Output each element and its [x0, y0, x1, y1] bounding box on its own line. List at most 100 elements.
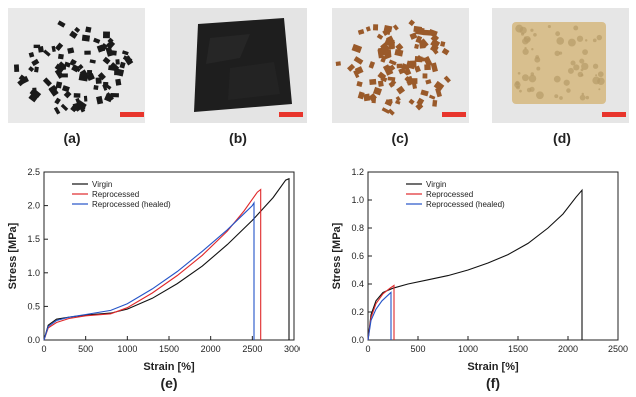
- granule: [368, 61, 376, 69]
- granule: [43, 49, 51, 57]
- granule: [419, 57, 425, 62]
- panel-label-a: (a): [63, 130, 81, 146]
- granule: [377, 80, 384, 87]
- y-tick-label: 0.0: [351, 335, 364, 345]
- photo-c-image: [332, 8, 469, 123]
- granule: [58, 61, 66, 69]
- pore: [566, 88, 571, 93]
- chart-f: 0 500 1000 1500 2000 2500 0.0 0.2 0.4 0.6 0.8 1.0 1.…: [331, 167, 628, 391]
- pore: [598, 88, 601, 91]
- pore: [580, 68, 584, 72]
- granule: [93, 37, 101, 44]
- granule: [369, 78, 377, 85]
- x-axis-label: Strain [%]: [143, 361, 195, 373]
- granule: [31, 58, 40, 67]
- granule: [363, 93, 371, 102]
- granule: [372, 24, 379, 31]
- pore: [563, 79, 570, 86]
- pore: [579, 94, 586, 101]
- pore: [553, 75, 561, 83]
- legend-label: Reprocessed: [426, 190, 473, 199]
- pore: [519, 89, 522, 93]
- granule: [388, 59, 397, 66]
- granule: [61, 73, 68, 78]
- granule: [414, 43, 420, 49]
- granule: [395, 100, 401, 105]
- granule: [398, 67, 406, 75]
- granule: [96, 95, 104, 105]
- panel-label-d: (d): [553, 130, 571, 146]
- granule: [428, 94, 436, 100]
- granule: [430, 34, 440, 43]
- pore: [519, 26, 527, 34]
- granule: [93, 85, 99, 91]
- granule: [435, 87, 442, 98]
- panel-caption: (e): [160, 375, 177, 391]
- granule: [42, 77, 52, 87]
- granule: [55, 81, 63, 89]
- pore: [582, 49, 588, 56]
- granule: [392, 24, 399, 31]
- pore: [536, 66, 541, 71]
- granule: [357, 29, 365, 35]
- legend-label: Reprocessed (healed): [426, 200, 505, 209]
- granule: [396, 63, 403, 69]
- pore: [580, 73, 584, 77]
- granule: [394, 48, 404, 57]
- pore: [527, 37, 531, 41]
- granule: [443, 75, 451, 84]
- granule: [430, 45, 439, 55]
- granule: [84, 50, 91, 55]
- granule: [53, 106, 61, 115]
- pore: [558, 51, 563, 55]
- x-tick-label: 1000: [458, 344, 478, 354]
- granule: [103, 31, 110, 39]
- granule: [357, 91, 365, 100]
- granule: [365, 26, 371, 32]
- granule: [425, 79, 432, 85]
- granule: [373, 86, 383, 96]
- granule: [57, 53, 64, 60]
- granule: [380, 42, 391, 53]
- panel-label-b: (b): [229, 130, 247, 146]
- granule: [385, 29, 391, 36]
- granule: [51, 45, 56, 53]
- granule: [54, 63, 65, 73]
- granule: [396, 85, 406, 95]
- photo-a-dark-granules: [8, 8, 145, 123]
- granule: [99, 46, 106, 51]
- pore: [547, 24, 551, 29]
- brown-granules: [335, 19, 451, 116]
- granule: [433, 80, 445, 92]
- granule: [106, 40, 116, 49]
- granule: [440, 41, 446, 47]
- granule: [115, 59, 120, 65]
- granule: [425, 61, 432, 69]
- granule: [17, 79, 24, 87]
- granule: [95, 77, 102, 84]
- x-tick-label: 1500: [159, 344, 179, 354]
- granule: [335, 61, 341, 66]
- granule: [411, 81, 418, 89]
- granule: [97, 72, 106, 81]
- granule: [420, 89, 429, 97]
- pore: [576, 35, 584, 42]
- pore: [516, 85, 520, 90]
- legend-label: Virgin: [426, 180, 446, 189]
- y-tick-label: 1.2: [351, 167, 364, 177]
- granule: [28, 51, 35, 58]
- pore: [556, 37, 565, 45]
- granule: [87, 69, 93, 75]
- scale-bar: [120, 112, 144, 117]
- y-tick-label: 0.2: [351, 307, 364, 317]
- granule: [409, 32, 418, 40]
- granule: [69, 60, 75, 66]
- series-line-virgin: [367, 188, 583, 341]
- panel-caption: (f): [486, 375, 500, 391]
- pore: [573, 64, 580, 71]
- granule: [78, 104, 86, 113]
- granule: [428, 28, 438, 38]
- granule: [34, 66, 39, 73]
- pore: [533, 32, 537, 37]
- granule: [347, 63, 356, 72]
